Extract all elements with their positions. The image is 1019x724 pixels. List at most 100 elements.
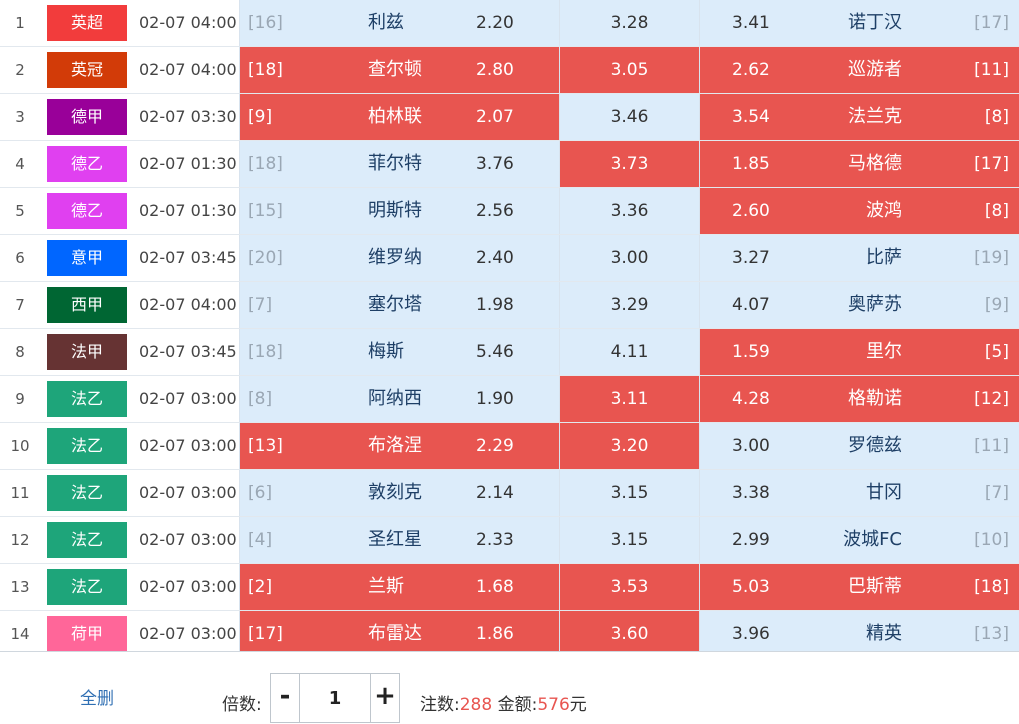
away-rank: [11] — [974, 436, 1009, 456]
multiplier-label: 倍数: — [222, 695, 262, 715]
home-win-option[interactable]: [13] 布洛涅 2.29 — [239, 423, 559, 469]
home-win-option[interactable]: [18] 菲尔特 3.76 — [239, 141, 559, 187]
league-badge: 法乙 — [47, 381, 127, 417]
away-rank: [11] — [974, 60, 1009, 80]
table-row: 11 法乙 02-07 03:00 [6] 敦刻克 2.14 3.15 3.38 甘冈 [7] — [0, 470, 1019, 517]
home-team: 敦刻克 — [368, 482, 422, 503]
draw-odd: 3.05 — [610, 60, 649, 80]
home-odd: 2.40 — [476, 248, 514, 268]
plus-button[interactable]: + — [370, 674, 399, 722]
table-row: 9 法乙 02-07 03:00 [8] 阿纳西 1.90 3.11 4.28 格勒诺 [12] — [0, 376, 1019, 423]
draw-option[interactable]: 3.29 — [559, 282, 699, 328]
match-time: 02-07 03:00 — [139, 436, 237, 455]
away-team: 甘冈 — [866, 482, 902, 503]
league-badge: 法甲 — [47, 334, 127, 370]
away-rank: [9] — [984, 295, 1009, 315]
home-team: 维罗纳 — [368, 247, 422, 268]
home-team: 菲尔特 — [368, 153, 422, 174]
away-odd: 3.00 — [732, 436, 770, 456]
home-rank: [18] — [248, 154, 283, 174]
league-badge: 意甲 — [47, 240, 127, 276]
away-team: 奥萨苏 — [848, 294, 902, 315]
home-odd: 2.33 — [476, 530, 514, 550]
away-team: 法兰克 — [848, 106, 902, 127]
home-team: 明斯特 — [368, 200, 422, 221]
draw-odd: 3.36 — [610, 201, 649, 221]
draw-option[interactable]: 3.46 — [559, 94, 699, 140]
away-rank: [17] — [974, 13, 1009, 33]
away-win-option[interactable]: 2.99 波城FC [10] — [699, 517, 1019, 563]
away-team: 巴斯蒂 — [848, 576, 902, 597]
away-odd: 3.41 — [732, 13, 770, 33]
home-win-option[interactable]: [20] 维罗纳 2.40 — [239, 235, 559, 281]
currency-label: 元 — [569, 695, 587, 715]
draw-option[interactable]: 3.00 — [559, 235, 699, 281]
away-team: 精英 — [866, 623, 902, 644]
home-win-option[interactable]: [18] 查尔顿 2.80 — [239, 47, 559, 93]
home-win-option[interactable]: [7] 塞尔塔 1.98 — [239, 282, 559, 328]
table-row: 7 西甲 02-07 04:00 [7] 塞尔塔 1.98 3.29 4.07 奥萨苏 [9] — [0, 282, 1019, 329]
home-rank: [20] — [248, 248, 283, 268]
away-win-option[interactable]: 3.00 罗德兹 [11] — [699, 423, 1019, 469]
home-win-option[interactable]: [4] 圣红星 2.33 — [239, 517, 559, 563]
match-time: 02-07 04:00 — [139, 60, 237, 79]
away-win-option[interactable]: 1.59 里尔 [5] — [699, 329, 1019, 375]
home-win-option[interactable]: [18] 梅斯 5.46 — [239, 329, 559, 375]
home-win-option[interactable]: [8] 阿纳西 1.90 — [239, 376, 559, 422]
home-win-option[interactable]: [6] 敦刻克 2.14 — [239, 470, 559, 516]
away-team: 波城FC — [843, 529, 902, 550]
away-win-option[interactable]: 4.28 格勒诺 [12] — [699, 376, 1019, 422]
league-badge: 法乙 — [47, 475, 127, 511]
delete-all-button[interactable]: 全删 — [80, 689, 114, 709]
away-team: 格勒诺 — [848, 388, 902, 409]
draw-option[interactable]: 3.28 — [559, 0, 699, 46]
draw-option[interactable]: 3.53 — [559, 564, 699, 610]
draw-odd: 3.46 — [610, 107, 649, 127]
draw-option[interactable]: 3.15 — [559, 470, 699, 516]
away-win-option[interactable]: 4.07 奥萨苏 [9] — [699, 282, 1019, 328]
away-win-option[interactable]: 2.60 波鸿 [8] — [699, 188, 1019, 234]
draw-option[interactable]: 3.15 — [559, 517, 699, 563]
match-table: 1 英超 02-07 04:00 [16] 利兹 2.20 3.28 3.41 诺丁汉 [17] 2… — [0, 0, 1019, 658]
home-win-option[interactable]: [17] 布雷达 1.86 — [239, 611, 559, 657]
home-rank: [18] — [248, 342, 283, 362]
away-rank: [18] — [974, 577, 1009, 597]
away-win-option[interactable]: 3.41 诺丁汉 [17] — [699, 0, 1019, 46]
away-rank: [5] — [984, 342, 1009, 362]
home-odd: 2.20 — [476, 13, 514, 33]
row-index: 13 — [10, 578, 30, 596]
minus-button[interactable]: - — [271, 674, 300, 722]
home-odd: 2.07 — [476, 107, 514, 127]
away-win-option[interactable]: 3.38 甘冈 [7] — [699, 470, 1019, 516]
away-win-option[interactable]: 2.62 巡游者 [11] — [699, 47, 1019, 93]
draw-option[interactable]: 3.36 — [559, 188, 699, 234]
draw-option[interactable]: 3.60 — [559, 611, 699, 657]
row-index: 11 — [10, 484, 30, 502]
row-index: 1 — [15, 14, 25, 32]
home-win-option[interactable]: [15] 明斯特 2.56 — [239, 188, 559, 234]
match-time: 02-07 01:30 — [139, 154, 237, 173]
bet-footer: 全删 倍数: - 1 + 注数:288 金额:576元 — [0, 651, 1019, 723]
draw-option[interactable]: 3.73 — [559, 141, 699, 187]
away-win-option[interactable]: 5.03 巴斯蒂 [18] — [699, 564, 1019, 610]
draw-option[interactable]: 3.20 — [559, 423, 699, 469]
multiplier-input[interactable]: 1 — [328, 688, 342, 709]
away-rank: [17] — [974, 154, 1009, 174]
home-win-option[interactable]: [2] 兰斯 1.68 — [239, 564, 559, 610]
match-time: 02-07 03:00 — [139, 483, 237, 502]
away-team: 马格德 — [848, 153, 902, 174]
away-win-option[interactable]: 3.96 精英 [13] — [699, 611, 1019, 657]
away-win-option[interactable]: 3.54 法兰克 [8] — [699, 94, 1019, 140]
away-win-option[interactable]: 1.85 马格德 [17] — [699, 141, 1019, 187]
draw-option[interactable]: 3.05 — [559, 47, 699, 93]
home-win-option[interactable]: [16] 利兹 2.20 — [239, 0, 559, 46]
bet-summary: 注数:288 金额:576元 — [420, 690, 587, 715]
draw-option[interactable]: 4.11 — [559, 329, 699, 375]
home-win-option[interactable]: [9] 柏林联 2.07 — [239, 94, 559, 140]
away-win-option[interactable]: 3.27 比萨 [19] — [699, 235, 1019, 281]
match-time: 02-07 01:30 — [139, 201, 237, 220]
home-odd: 2.29 — [476, 436, 514, 456]
match-time: 02-07 03:00 — [139, 624, 237, 643]
draw-odd: 3.60 — [610, 624, 649, 644]
draw-option[interactable]: 3.11 — [559, 376, 699, 422]
